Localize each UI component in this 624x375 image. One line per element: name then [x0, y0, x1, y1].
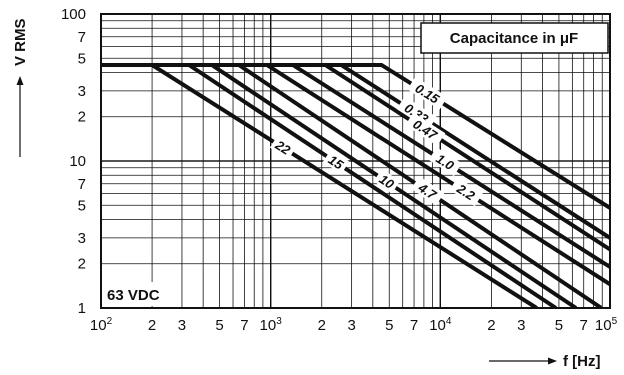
y-axis-arrow-head [16, 76, 24, 85]
voltage-annotation: 63 VDC [103, 282, 160, 306]
y-tick-label: 10 [69, 153, 86, 170]
voltage-annotation-background [103, 282, 155, 306]
x-tick-label: 7 [580, 317, 588, 334]
series-label-22: 22 [269, 134, 297, 160]
y-tick-label: 100 [61, 6, 86, 23]
series-label-10: 10 [373, 168, 401, 194]
series-label-background [405, 112, 446, 146]
series-line-15 [101, 63, 558, 308]
y-tick-label: 5 [78, 50, 86, 67]
x-tick-label: 104 [429, 316, 452, 334]
x-tick-label: 3 [178, 317, 186, 334]
y-tick-label: 3 [78, 83, 86, 100]
series-line-0_47 [101, 63, 610, 252]
voltage-annotation-text: 63 VDC [107, 287, 160, 304]
x-tick-label: 7 [410, 317, 418, 334]
x-tick-label: 102 [90, 316, 113, 334]
y-tick-label: 2 [78, 109, 86, 126]
x-tick-label: 5 [215, 317, 223, 334]
x-tick-labels: 102 2 3 5 7 103 2 3 5 7 104 2 3 5 7 105 [90, 316, 618, 334]
y-tick-label: 2 [78, 256, 86, 273]
series-label-background [269, 134, 297, 160]
series-label-background [322, 149, 350, 175]
y-tick-label: 7 [78, 29, 86, 46]
series-line-22 [101, 63, 538, 308]
series-label-background [373, 168, 401, 194]
series-label-15: 15 [322, 149, 350, 175]
x-tick-label: 2 [148, 317, 156, 334]
y-axis-title: V RMS [12, 18, 29, 157]
legend-box: Capacitance in μF [420, 22, 609, 54]
x-tick-label: 3 [347, 317, 355, 334]
x-axis-title: f [Hz] [489, 353, 601, 370]
y-tick-label: 7 [78, 176, 86, 193]
x-axis-arrow-head [548, 357, 557, 365]
x-tick-label: 5 [385, 317, 393, 334]
series-label-background [449, 177, 483, 207]
x-tick-label: 3 [517, 317, 525, 334]
y-tick-label: 5 [78, 197, 86, 214]
plot-frame [100, 13, 611, 309]
y-axis-label: V RMS [12, 18, 29, 66]
series-label-background [428, 147, 462, 176]
x-tick-label: 103 [260, 316, 283, 334]
series-line-10 [101, 63, 578, 308]
y-tick-label: 3 [78, 230, 86, 247]
legend-title: Capacitance in μF [450, 30, 578, 47]
x-tick-label: 7 [240, 317, 248, 334]
series-label-background [411, 176, 445, 206]
x-axis-label: f [Hz] [563, 353, 601, 370]
x-tick-label: 2 [318, 317, 326, 334]
y-tick-labels: 100 7 5 3 2 10 7 5 3 2 1 [61, 6, 86, 317]
x-tick-label: 2 [487, 317, 495, 334]
series-label-background [407, 76, 448, 110]
x-tick-label: 105 [595, 316, 618, 334]
series-lines [101, 63, 610, 308]
legend-box-background [420, 22, 609, 54]
x-tick-label: 5 [555, 317, 563, 334]
y-tick-label: 1 [78, 300, 86, 317]
